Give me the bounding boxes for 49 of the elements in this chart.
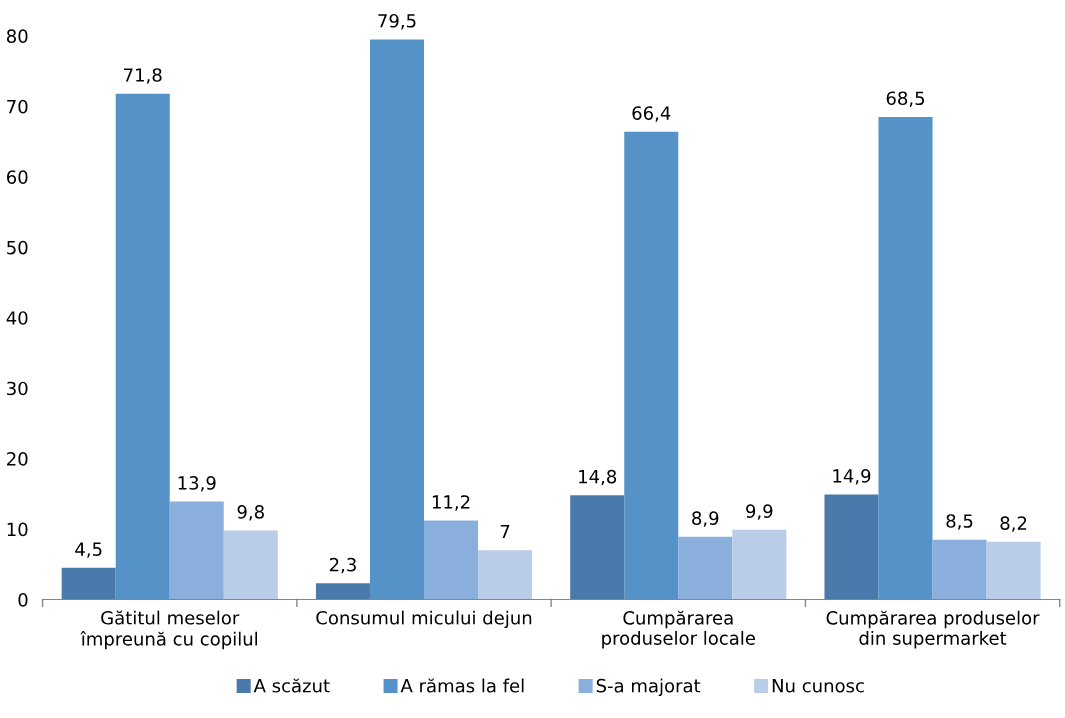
legend-label: A scăzut — [253, 678, 330, 693]
bar — [369, 39, 424, 600]
legend-label: Nu cunosc — [772, 679, 864, 693]
data-label: 9,9 — [746, 504, 773, 520]
x-tick-label: Gătitul meselor împreună cu copilul — [80, 610, 257, 650]
y-tick-label: 10 — [7, 522, 28, 537]
bar — [169, 501, 224, 600]
data-label: 68,5 — [886, 91, 925, 107]
bar — [478, 550, 533, 600]
x-tick-label: Consumul micului dejun — [316, 610, 532, 629]
data-label: 11,2 — [432, 495, 470, 511]
y-tick-label: 60 — [7, 170, 28, 184]
y-tick-label: 80 — [6, 29, 28, 44]
y-tick-label: 50 — [7, 240, 28, 255]
bar — [986, 541, 1041, 600]
y-tick-label: 70 — [7, 99, 28, 114]
x-tick-label: Cumpărarea produselor din supermarket — [826, 610, 1040, 649]
bar — [115, 93, 170, 600]
bar — [315, 583, 370, 600]
data-label: 8,9 — [692, 511, 719, 527]
data-label: 13,9 — [178, 476, 216, 492]
bar — [223, 530, 278, 600]
bar — [678, 536, 733, 600]
data-label: 9,8 — [237, 505, 264, 521]
bar — [624, 131, 679, 600]
bar — [932, 539, 987, 600]
bar — [732, 529, 787, 600]
legend-label: A rămas la fel — [400, 678, 524, 693]
data-label: 14,9 — [833, 469, 871, 485]
data-label: 4,5 — [75, 542, 102, 558]
y-tick-label: 40 — [6, 311, 28, 325]
data-label: 14,8 — [579, 469, 617, 486]
bar — [570, 495, 625, 600]
data-label: 8,5 — [946, 514, 973, 530]
x-tick-label: Cumpărarea produselor locale — [602, 610, 755, 649]
data-label: 8,2 — [1000, 516, 1027, 532]
data-label: 7 — [500, 524, 510, 539]
bar — [424, 520, 479, 600]
bar — [824, 494, 879, 600]
legend-label: S-a majorat — [596, 678, 701, 697]
data-label: 71,8 — [124, 68, 162, 84]
y-tick-label: 20 — [7, 452, 28, 466]
y-tick-label: 30 — [7, 381, 28, 396]
data-label: 79,5 — [378, 13, 416, 30]
bar — [61, 567, 116, 600]
y-tick-label: 0 — [18, 592, 28, 607]
data-label: 2,3 — [329, 557, 356, 574]
bar — [878, 116, 933, 600]
data-label: 66,4 — [632, 106, 671, 122]
